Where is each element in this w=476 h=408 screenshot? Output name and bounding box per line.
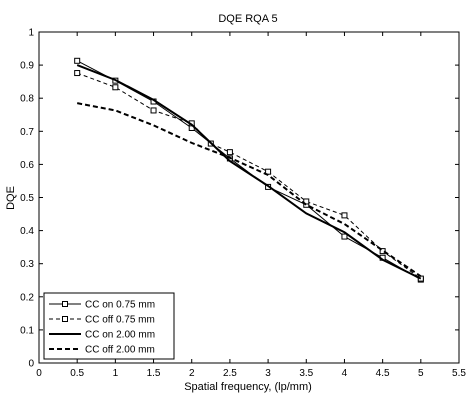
x-tick-label: 0.5 xyxy=(70,368,84,379)
y-tick-label: 0.1 xyxy=(20,325,34,336)
x-tick-label: 1 xyxy=(113,368,119,379)
x-tick-label: 3 xyxy=(265,368,271,379)
x-tick-label: 0 xyxy=(36,368,42,379)
x-tick-label: 4 xyxy=(342,368,348,379)
series-2-point xyxy=(112,84,119,91)
x-tick-label: 4.5 xyxy=(376,368,390,379)
y-tick-label: 0.2 xyxy=(20,292,34,303)
series-line-4 xyxy=(76,102,422,278)
legend-label-2: CC off 0.75 mm xyxy=(85,315,155,326)
series-2-point xyxy=(226,149,233,156)
legend-label-3: CC on 2.00 mm xyxy=(85,330,155,341)
series-1-point xyxy=(341,233,348,240)
series-2-point xyxy=(341,212,348,219)
series-1-point xyxy=(74,57,81,64)
y-tick-label: 0 xyxy=(28,359,34,370)
y-tick-label: 0.8 xyxy=(20,94,34,105)
y-tick-label: 1 xyxy=(28,28,34,39)
series-2-point xyxy=(74,70,81,77)
series-line-2 xyxy=(77,72,422,280)
y-axis-label: DQE xyxy=(5,186,17,210)
x-tick-label: 5.5 xyxy=(452,368,466,379)
x-tick-label: 3.5 xyxy=(299,368,313,379)
x-tick-label: 5 xyxy=(418,368,424,379)
legend: CC on 0.75 mm CC off 0.75 mm CC on 2.00 mm… xyxy=(43,292,175,360)
series-2-point xyxy=(150,107,157,114)
legend-label-4: CC off 2.00 mm xyxy=(85,345,155,356)
y-tick-label: 0.9 xyxy=(20,61,34,72)
y-tick-label: 0.5 xyxy=(20,193,34,204)
series-line-3 xyxy=(76,64,422,280)
x-axis-label: Spatial frequency, (lp/mm) xyxy=(184,381,312,393)
chart-title: DQE RQA 5 xyxy=(218,13,277,25)
legend-marker-2 xyxy=(62,316,68,322)
legend-marker-1 xyxy=(62,301,68,307)
x-tick-label: 1.5 xyxy=(147,368,161,379)
x-tick-label: 2 xyxy=(189,368,195,379)
legend-label-1: CC on 0.75 mm xyxy=(85,300,155,311)
x-tick-label: 2.5 xyxy=(223,368,237,379)
y-tick-label: 0.7 xyxy=(20,127,34,138)
y-tick-label: 0.3 xyxy=(20,259,34,270)
y-tick-label: 0.4 xyxy=(20,226,34,237)
y-tick-label: 0.6 xyxy=(20,160,34,171)
